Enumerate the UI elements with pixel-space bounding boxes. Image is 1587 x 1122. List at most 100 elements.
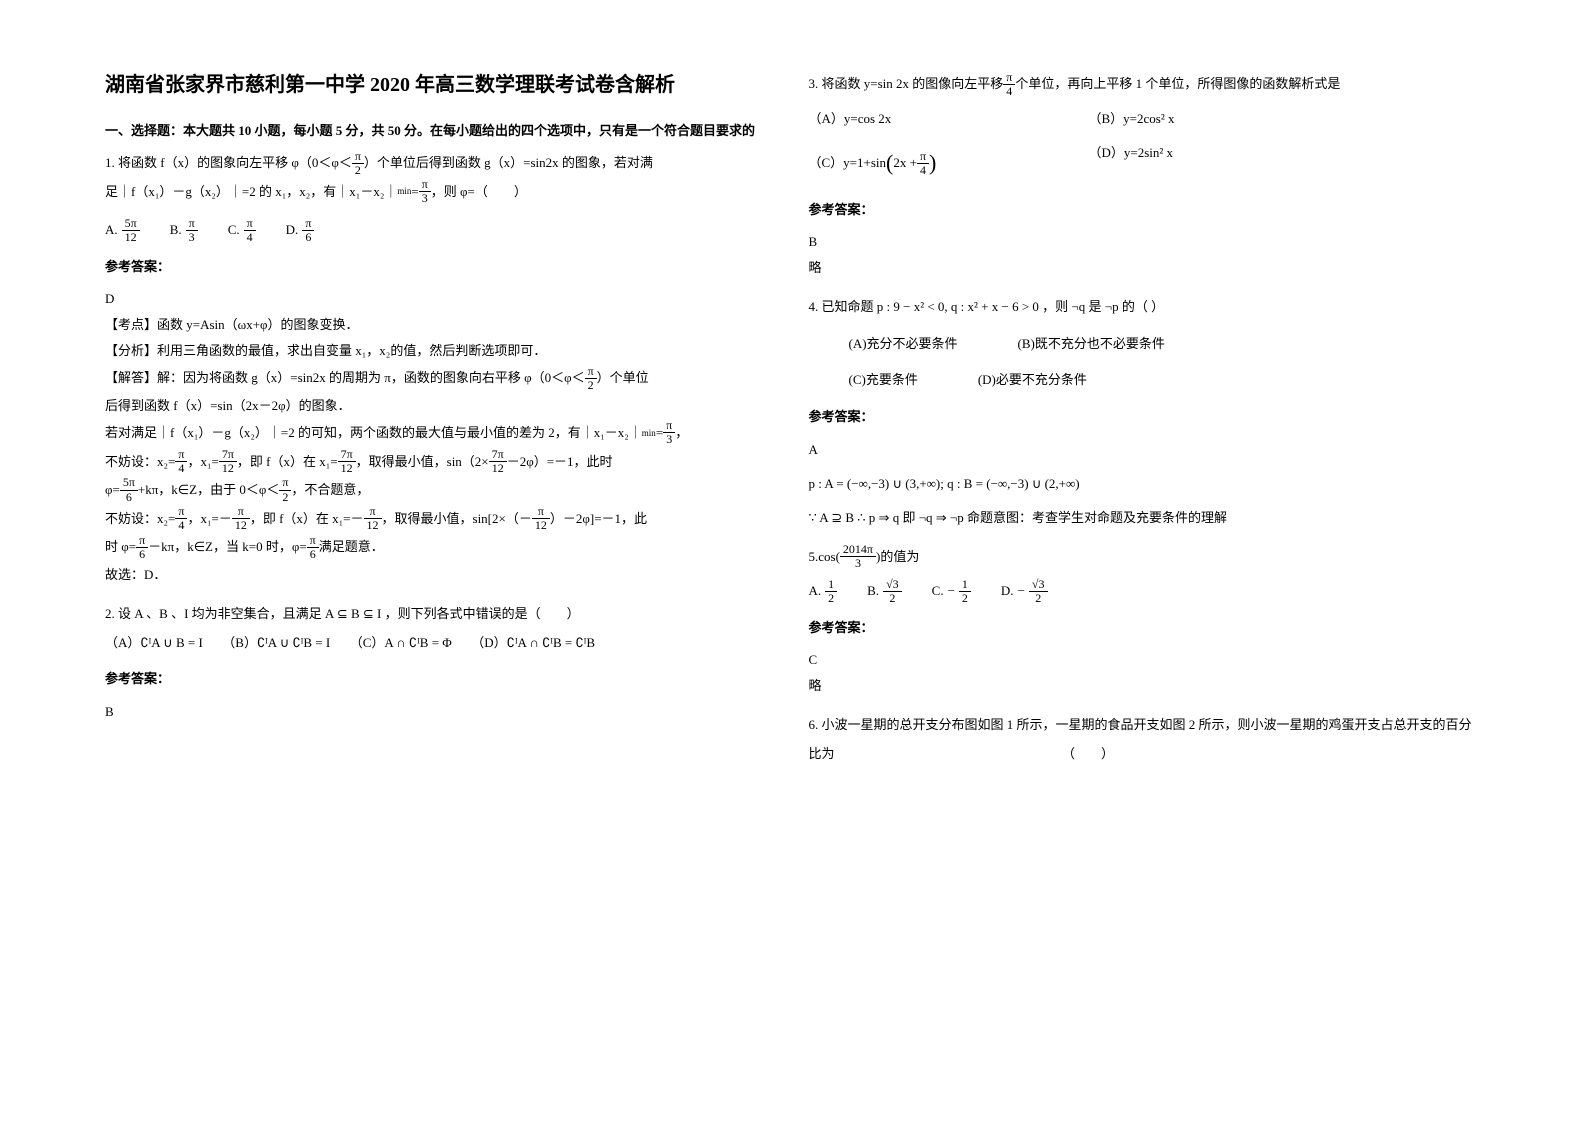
q1-f8cn: π [364,505,382,519]
q4-ans-label: 参考答案： [809,403,1483,432]
q1-c-label: C. [228,216,240,245]
q5-t1: 5. [809,543,819,572]
q3-cfd: 4 [917,164,929,177]
q1-opt-c: C. π4 [228,216,256,245]
q5-fdd: 2 [1029,592,1048,605]
q1-f9bn: π [307,534,319,548]
q3-c2: sin [871,149,886,178]
question-4: 4. 已知命题 p : 9 − x² < 0, q : x² + x − 6 >… [809,293,1483,530]
q1-fb-d: 3 [186,231,198,244]
q1-f7ad: 6 [120,491,138,504]
q5-ans2: 略 [809,673,1483,699]
q4-opt-d: (D)必要不充分条件 [978,366,1087,395]
q3-ans-label: 参考答案： [809,196,1483,225]
q2-text: 2. 设 A 、B 、I 均为非空集合，且满足 A ⊆ B ⊆ I ，则下列各式… [105,600,779,629]
q5-fbd: 2 [883,592,902,605]
q5-t2: cos( [818,543,840,572]
q5-fan: 1 [825,578,837,592]
q2-ans-label: 参考答案： [105,665,779,694]
q1-opt-d: D.π6 [286,216,315,245]
q1-exp7a: φ= [105,477,120,503]
q5-ans-label: 参考答案： [809,614,1483,643]
q1-f6cd: 12 [338,462,356,475]
q1-exp10: 故选：D． [105,562,779,588]
q5-fbn: √3 [883,578,902,592]
q3-c3: 2x + [893,149,917,178]
q4-exp1: p : A = (−∞,−3) ∪ (3,+∞); q : B = (−∞,−3… [809,471,1483,497]
question-2: 2. 设 A 、B 、I 均为非空集合，且满足 A ⊆ B ⊆ I ，则下列各式… [105,600,779,725]
q3-t2: 个单位，再向上平移 1 个单位，所得图像的函数解析式是 [1015,70,1340,99]
q1-min2: min [642,424,656,442]
question-6: 6. 小波一星期的总开支分布图如图 1 所示，一星期的食品开支如图 2 所示，则… [809,711,1483,768]
q1-f6bn: 7π [219,448,237,462]
q5-cneg: − [948,577,955,606]
q1-exp9a: 时 φ= [105,534,136,560]
q1-b-label: B. [170,216,182,245]
question-3: 3. 将函数 y=sin 2x 的图像向左平移 π4 个单位，再向上平移 1 个… [809,70,1483,281]
q1-exp7b: +kπ，k∈Z，由于 0＜φ＜ [138,477,279,503]
q1-f7bn: π [279,476,291,490]
q3-opt-a: （A）y=cos 2x [809,105,1059,134]
q1-f7bd: 2 [279,491,291,504]
q5-a: A. [809,577,822,606]
q1-f1-den: 2 [352,164,364,177]
q1-fc-d: 4 [244,231,256,244]
q3-ans2: 略 [809,255,1483,281]
q1-f3-n: π [585,365,597,379]
q1-exp2: 【分析】利用三角函数的最值，求出自变量 x₁，x₂的值，然后判断选项即可． [105,338,779,364]
q1-eq: = [411,178,418,207]
q3-fn: π [1003,71,1015,85]
q1-exp5a: 若对满足｜f（x₁）－g（x₂）｜=2 的可知，两个函数的最大值与最小值的差为 … [105,420,642,446]
q5-fad: 2 [825,592,837,605]
q1-exp8e: ）－2φ]=－1，此 [550,506,647,532]
q1-f9ad: 6 [136,548,148,561]
q4-text: 4. 已知命题 p : 9 − x² < 0, q : x² + x − 6 >… [809,293,1483,322]
q1-f8ad: 4 [175,519,187,532]
q3-opt-c: （C）y=1+ sin ( 2x + π4 ) [809,139,1059,187]
q1-a-label: A. [105,216,118,245]
q3-opt-b: （B）y=2cos² x [1089,105,1175,134]
q1-exp1: 【考点】函数 y=Asin（ωx+φ）的图象变换． [105,312,779,338]
q5-d: D. [1001,577,1014,606]
q2-opts: （A）∁ᴵA ∪ B = I （B）∁ᴵA ∪ ∁ᴵB = I （C）A ∩ ∁… [105,629,779,658]
q1-exp6c: ，即 f（x）在 x₁= [237,449,338,475]
q1-opt-b: B. π3 [170,216,198,245]
q1-fd-d: 6 [302,231,314,244]
q1-line1a: 1. 将函数 f（x）的图象向左平移 φ（0＜φ＜ [105,149,352,178]
page-title: 湖南省张家界市慈利第一中学 2020 年高三数学理联考试卷含解析 [105,70,779,100]
q1-f2-den: 3 [419,192,431,205]
q1-exp4: 后得到函数 f（x）=sin（2x－2φ）的图象． [105,393,779,419]
q1-fb-n: π [186,217,198,231]
q1-line2c: ，则 φ=（ ） [431,178,527,207]
q1-fa-d: 12 [122,231,140,244]
q1-f5-d: 3 [663,433,675,446]
q1-line2a: 足｜f（x₁）－g（x₂）｜=2 的 x₁，x₂，有｜x₁－x₂｜ [105,178,397,207]
q5-b: B. [867,577,879,606]
q1-f8dd: 12 [532,519,550,532]
q1-f6an: π [175,448,187,462]
q1-exp5b: = [656,420,663,446]
q1-exp9c: 满足题意． [319,534,384,560]
q1-f8an: π [175,505,187,519]
q5-fcd: 2 [959,592,971,605]
q1-exp8b: ，x₁=－ [187,506,231,532]
q1-f9bd: 6 [307,548,319,561]
q3-c1: （C）y=1+ [809,149,871,178]
q1-exp6d: ，取得最小值，sin（2× [356,449,489,475]
q1-exp8c: ，即 f（x）在 x₁=－ [250,506,364,532]
q1-f5-n: π [663,419,675,433]
q2-ans: B [105,699,779,725]
q3-opt-d: （D）y=2sin² x [1089,139,1174,187]
q4-exp2: ∵ A ⊇ B ∴ p ⇒ q 即 ¬q ⇒ ¬p 命题意图：考查学生对命题及充… [809,505,1483,531]
q1-d-label: D. [286,216,299,245]
q4-opt-a: (A)充分不必要条件 [849,330,958,359]
q1-fc-n: π [244,217,256,231]
q1-exp8a: 不妨设：x₂= [105,506,175,532]
q1-exp5c: ， [675,420,688,446]
q1-exp9b: －kπ，k∈Z，当 k=0 时，φ= [148,534,307,560]
q5-opt-a: A.12 [809,577,838,606]
q3-ans: B [809,229,1483,255]
q1-f6cn: 7π [338,448,356,462]
q5-dneg: − [1018,577,1025,606]
q1-f2-num: π [419,178,431,192]
